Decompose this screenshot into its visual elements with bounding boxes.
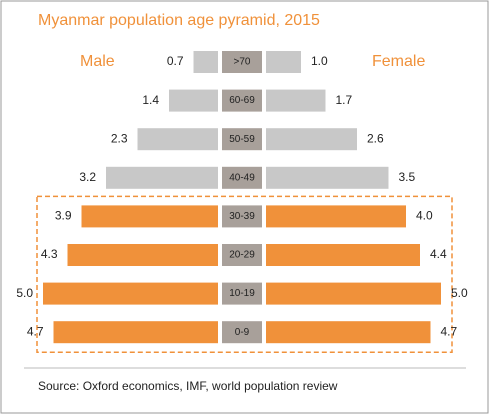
category-box bbox=[222, 128, 262, 151]
value-label: 3.2 bbox=[79, 170, 96, 184]
bar bbox=[193, 51, 218, 73]
value-label: 1.0 bbox=[311, 54, 328, 68]
category-box bbox=[222, 244, 262, 266]
category-label: 20-29 bbox=[229, 250, 255, 261]
source: Source: Oxford economics, IMF, world pop… bbox=[38, 379, 338, 393]
value-label: 3.9 bbox=[55, 209, 72, 223]
category-box bbox=[222, 321, 262, 344]
category-box bbox=[222, 282, 262, 305]
bar bbox=[106, 166, 218, 189]
category-label: 60-69 bbox=[229, 95, 255, 106]
category-label: 0-9 bbox=[235, 327, 250, 338]
category-label: >70 bbox=[234, 57, 251, 68]
bar bbox=[266, 51, 301, 73]
value-label: 5.0 bbox=[16, 286, 33, 300]
value-label: 4.3 bbox=[41, 247, 58, 261]
value-label: 2.3 bbox=[111, 131, 128, 145]
category-label: 30-39 bbox=[229, 211, 255, 222]
bar bbox=[266, 166, 389, 189]
bar bbox=[266, 244, 420, 266]
bar bbox=[266, 321, 431, 344]
category-box bbox=[222, 205, 262, 228]
value-label: 1.4 bbox=[142, 93, 159, 107]
highlight-frame bbox=[36, 195, 453, 353]
value-label: 4.4 bbox=[430, 247, 447, 261]
value-label: 5.0 bbox=[451, 286, 468, 300]
category-box bbox=[222, 51, 262, 73]
category-label: 50-59 bbox=[229, 134, 255, 145]
legend-female: Female bbox=[372, 53, 425, 70]
bar bbox=[266, 89, 326, 112]
chart-title: Myanmar population age pyramid, 2015 bbox=[38, 12, 320, 29]
bar bbox=[266, 282, 441, 305]
bar bbox=[266, 128, 357, 151]
value-label: 3.5 bbox=[399, 170, 416, 184]
value-label: 2.6 bbox=[367, 131, 384, 145]
bar bbox=[53, 321, 218, 344]
bar bbox=[81, 205, 218, 228]
value-label: 4.0 bbox=[416, 209, 433, 223]
bar bbox=[266, 205, 406, 228]
value-label: 0.7 bbox=[167, 54, 184, 68]
value-label: 4.7 bbox=[441, 324, 458, 338]
legend-male: Male bbox=[80, 53, 115, 70]
bar bbox=[67, 244, 218, 266]
category-box bbox=[222, 166, 262, 189]
value-label: 4.7 bbox=[27, 324, 44, 338]
bar bbox=[43, 282, 218, 305]
bar bbox=[137, 128, 218, 151]
category-box bbox=[222, 89, 262, 112]
value-label: 1.7 bbox=[336, 93, 353, 107]
category-label: 10-19 bbox=[229, 288, 255, 299]
category-label: 40-49 bbox=[229, 172, 255, 183]
bar bbox=[169, 89, 218, 112]
